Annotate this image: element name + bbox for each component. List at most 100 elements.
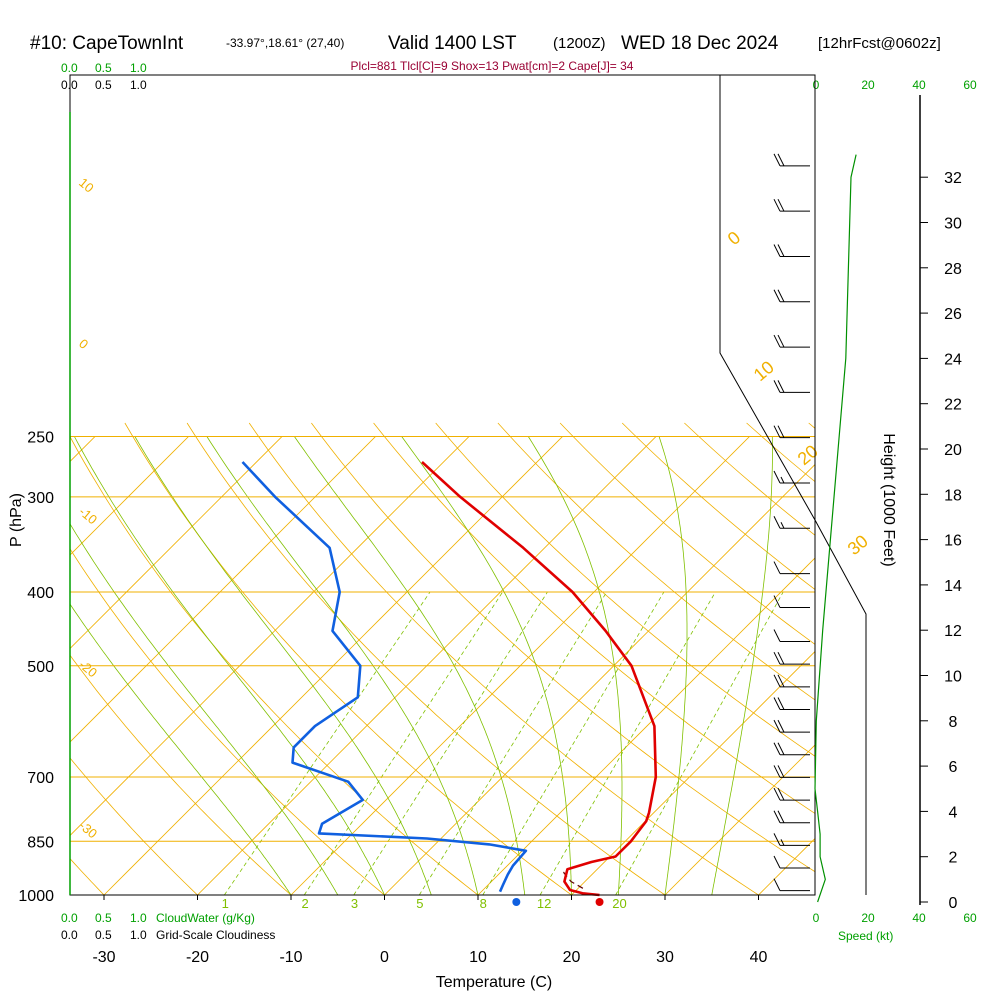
dry-adiabat-line bbox=[995, 423, 1000, 911]
dry-adiabat-line bbox=[311, 422, 815, 873]
dry-adiabat-label: 0 bbox=[76, 336, 91, 352]
wind-barb bbox=[773, 289, 810, 303]
speed-scale-bottom: 0 20 40 60 Speed (kt) bbox=[813, 911, 977, 943]
speed-tick: 20 bbox=[861, 78, 875, 92]
wind-barb bbox=[773, 697, 810, 710]
isotherm-line bbox=[664, 744, 815, 895]
valid-time: Valid 1400 LST bbox=[388, 33, 517, 54]
wind-barb-half bbox=[780, 476, 785, 484]
wind-barb-flag bbox=[773, 742, 781, 755]
dry-adiabat-label: 30 bbox=[844, 531, 872, 559]
x-tick-label: -10 bbox=[279, 949, 302, 966]
dry-adiabat-line bbox=[497, 422, 815, 701]
speed-tick: 0 bbox=[813, 78, 820, 92]
cloud-water-scale-bottom: 0.0 0.5 1.0 CloudWater (g/Kg) bbox=[61, 911, 255, 925]
x-tick-label: -20 bbox=[186, 949, 209, 966]
wind-barb bbox=[773, 651, 810, 665]
mixing-ratio-label: 2 bbox=[301, 896, 308, 911]
dry-adiabat-line bbox=[186, 422, 666, 895]
mixing-ratio-line bbox=[482, 591, 665, 895]
mixing-ratio-line bbox=[418, 591, 608, 895]
wind-barb-flag bbox=[773, 244, 781, 257]
speed-tick: 60 bbox=[963, 911, 977, 925]
wind-barb-flag bbox=[773, 380, 781, 393]
dry-adiabat-line bbox=[70, 654, 292, 895]
wind-barb-flag bbox=[773, 153, 781, 167]
wind-barb-flag bbox=[777, 674, 785, 688]
forecast-tag: [12hrFcst@0602z] bbox=[818, 35, 941, 52]
wind-barb-flag bbox=[773, 425, 781, 438]
plot-frame bbox=[69, 74, 816, 896]
height-tick-label: 6 bbox=[949, 759, 958, 776]
wind-panel bbox=[773, 153, 867, 903]
x-tick-label: 40 bbox=[750, 949, 768, 966]
cloud-water-tick: 0.5 bbox=[95, 61, 112, 75]
moist-adiabat-line bbox=[206, 436, 479, 895]
forecast-date: WED 18 Dec 2024 bbox=[621, 33, 779, 54]
wind-barb bbox=[773, 787, 810, 801]
cloud-water-tick: 1.0 bbox=[130, 61, 147, 75]
pressure-tick-label: 1000 bbox=[18, 888, 54, 905]
height-tick-label: 4 bbox=[949, 804, 958, 821]
speed-tick: 40 bbox=[912, 911, 926, 925]
moist-adiabat-line bbox=[74, 436, 385, 895]
moist-adiabat-line bbox=[134, 436, 432, 895]
mixing-ratio-line bbox=[353, 591, 548, 895]
cloudiness-tick: 0.0 bbox=[61, 928, 78, 942]
mixing-ratio-label: 12 bbox=[537, 896, 551, 911]
wind-barb-flag bbox=[773, 719, 781, 733]
cloudiness-tick: 1.0 bbox=[130, 78, 147, 92]
height-tick-label: 18 bbox=[944, 487, 962, 504]
wind-barb bbox=[773, 244, 810, 257]
speed-panel-boundary bbox=[814, 519, 867, 895]
pressure-tick-label: 300 bbox=[27, 490, 54, 507]
wind-barb-flag bbox=[777, 651, 785, 665]
mixing-ratio-label: 1 bbox=[222, 896, 229, 911]
indices-line: Plcl=881 Tlcl[C]=9 Shox=13 Pwat[cm]=2 Ca… bbox=[351, 59, 634, 73]
zulu-time: (1200Z) bbox=[553, 35, 606, 52]
cloud-water-tick: 0.0 bbox=[61, 61, 78, 75]
wind-barb-flag bbox=[777, 334, 785, 348]
speed-tick: 60 bbox=[963, 78, 977, 92]
dry-adiabat-line bbox=[746, 422, 815, 483]
moist-adiabat-line bbox=[658, 436, 688, 895]
wind-barb-flag bbox=[773, 629, 781, 642]
wind-barb bbox=[773, 742, 810, 756]
wind-barb bbox=[773, 878, 810, 892]
cloud-water-tick: 0.0 bbox=[61, 911, 78, 925]
height-tick-label: 2 bbox=[949, 850, 958, 867]
height-tick-label: 14 bbox=[944, 578, 962, 595]
wind-barb-flag bbox=[777, 810, 785, 823]
x-tick-label: -30 bbox=[92, 949, 115, 966]
station-location: -33.97°,18.61° (27,40) bbox=[226, 36, 344, 50]
wind-barb bbox=[773, 595, 810, 609]
dry-adiabat-line bbox=[559, 422, 815, 645]
temperature-line bbox=[421, 461, 658, 897]
wind-barb-flag bbox=[777, 153, 785, 167]
cloud-water-scale-top: 0.0 0.5 1.0 bbox=[61, 61, 147, 75]
diagram-boundary bbox=[719, 75, 816, 521]
dry-adiabat-line bbox=[621, 422, 815, 591]
mixing-ratio-line bbox=[303, 591, 503, 895]
dry-adiabat-line bbox=[373, 422, 815, 814]
cloudiness-label: Grid-Scale Cloudiness bbox=[156, 928, 275, 942]
wind-barb bbox=[773, 810, 810, 824]
moist-adiabat-line bbox=[401, 436, 572, 895]
wind-barb-flag bbox=[773, 833, 781, 846]
moist-adiabat-line bbox=[70, 603, 292, 895]
mixing-ratio-line bbox=[224, 591, 431, 895]
wind-barb-flag bbox=[777, 787, 785, 801]
speed-axis-label: Speed (kt) bbox=[838, 929, 893, 943]
mixing-ratio-label: 8 bbox=[480, 896, 487, 911]
wind-barb bbox=[773, 674, 810, 688]
dry-adiabat-line bbox=[435, 422, 815, 757]
height-tick-label: 22 bbox=[944, 397, 962, 414]
height-tick-label: 0 bbox=[949, 895, 958, 912]
mixing-ratio-label: 5 bbox=[416, 896, 423, 911]
height-tick-label: 26 bbox=[944, 306, 962, 323]
dry-adiabat-line bbox=[70, 548, 386, 895]
moist-adiabat-line bbox=[70, 523, 339, 895]
dry-adiabat-label: 20 bbox=[794, 441, 822, 469]
wind-barb-flag bbox=[777, 719, 785, 733]
